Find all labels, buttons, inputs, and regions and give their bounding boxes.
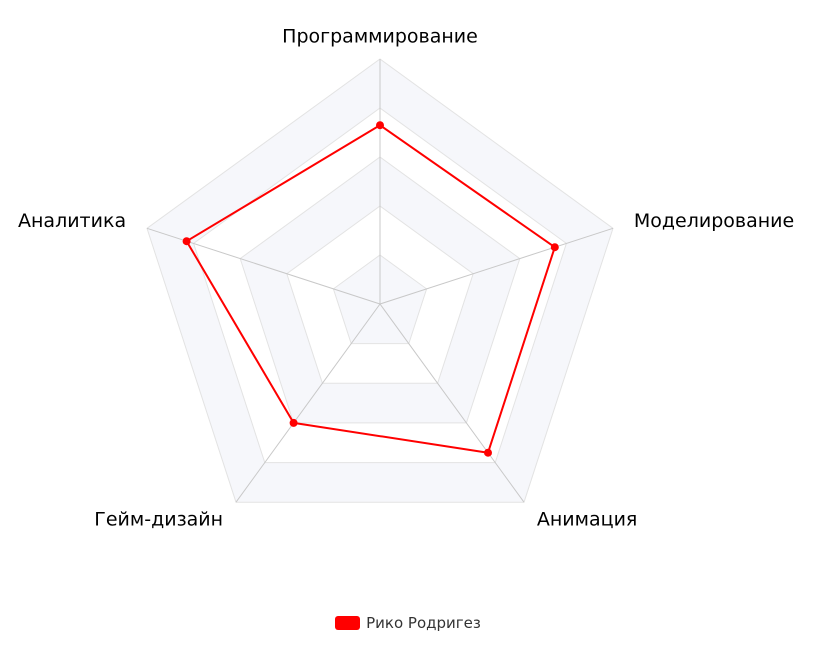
series-layer — [182, 121, 559, 457]
axis-line-3 — [379, 303, 525, 503]
split-area-3 — [240, 157, 520, 423]
indicator-label-1: Программирование — [282, 26, 478, 48]
indicator-labels: Программирование Моделирование Анимация Гей… — [18, 26, 794, 531]
indicator-label-2: Моделирование — [634, 210, 794, 232]
series-point-3 — [484, 448, 492, 457]
grid-ring-1 — [332, 254, 428, 345]
split-area-4 — [193, 108, 567, 463]
axis-line-2 — [379, 227, 614, 305]
legend[interactable]: Рико Родригез — [0, 614, 816, 632]
series-point-1 — [376, 121, 384, 130]
legend-label[interactable]: Рико Родригез — [366, 614, 481, 632]
split-areas — [146, 59, 614, 503]
grid-ring-4 — [193, 107, 567, 464]
indicator-label-5: Аналитика — [18, 210, 126, 232]
series-point-5 — [182, 237, 191, 246]
indicator-label-3: Анимация — [537, 509, 637, 531]
series-line-1 — [185, 124, 556, 454]
grid-ring-5 — [146, 58, 614, 503]
axis-line-4 — [235, 303, 381, 503]
indicator-label-4: Гейм-дизайн — [94, 509, 223, 531]
grid-ring-2 — [286, 205, 474, 384]
split-area-2 — [286, 206, 474, 384]
series-point-4 — [289, 418, 298, 427]
legend-swatch[interactable] — [335, 616, 361, 630]
split-area-5 — [146, 59, 614, 503]
grid-lines — [146, 58, 614, 503]
series-point-2 — [550, 243, 559, 252]
grid-ring-3 — [239, 156, 521, 424]
